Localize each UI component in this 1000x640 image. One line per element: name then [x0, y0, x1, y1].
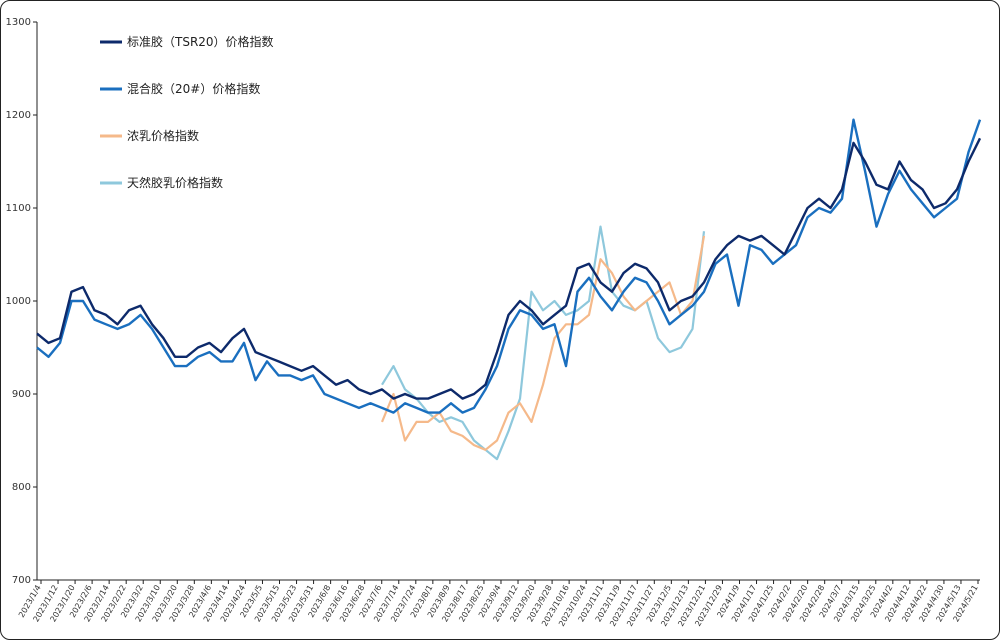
legend: 标准胶（TSR20）价格指数 混合胶（20#）价格指数 浓乳价格指数 天然胶乳价…	[100, 34, 274, 190]
legend-label-concentrated-latex: 浓乳价格指数	[127, 128, 199, 143]
legend-label-natural-latex: 天然胶乳价格指数	[127, 175, 223, 190]
legend-label-20: 混合胶（20#）价格指数	[127, 81, 260, 96]
series-line-20	[36, 118, 982, 414]
y-tick-label: 800	[12, 482, 31, 493]
legend-label-tsr20: 标准胶（TSR20）价格指数	[127, 34, 274, 49]
y-axis-ticks: 700 800 900 1000 1100 1200 1300	[6, 17, 37, 586]
y-tick-label: 900	[12, 389, 31, 400]
series-lines	[36, 118, 982, 461]
legend-item-concentrated-latex: 浓乳价格指数	[100, 128, 199, 143]
series-line-natural-latex	[381, 225, 706, 461]
axes	[36, 22, 980, 581]
y-tick-label: 700	[12, 575, 31, 586]
legend-item-20: 混合胶（20#）价格指数	[100, 81, 260, 96]
y-tick-label: 1000	[6, 296, 31, 307]
y-tick-label: 1200	[6, 110, 31, 121]
x-axis-ticks: 2023/1/42023/1/122023/1/202023/2/62023/2…	[17, 580, 980, 628]
y-tick-label: 1100	[6, 203, 31, 214]
y-tick-label: 1300	[6, 17, 31, 28]
legend-item-natural-latex: 天然胶乳价格指数	[100, 175, 223, 190]
legend-item-tsr20: 标准胶（TSR20）价格指数	[100, 34, 274, 49]
series-line-tsr20	[36, 137, 982, 400]
series-line-concentrated-latex	[380, 235, 706, 451]
